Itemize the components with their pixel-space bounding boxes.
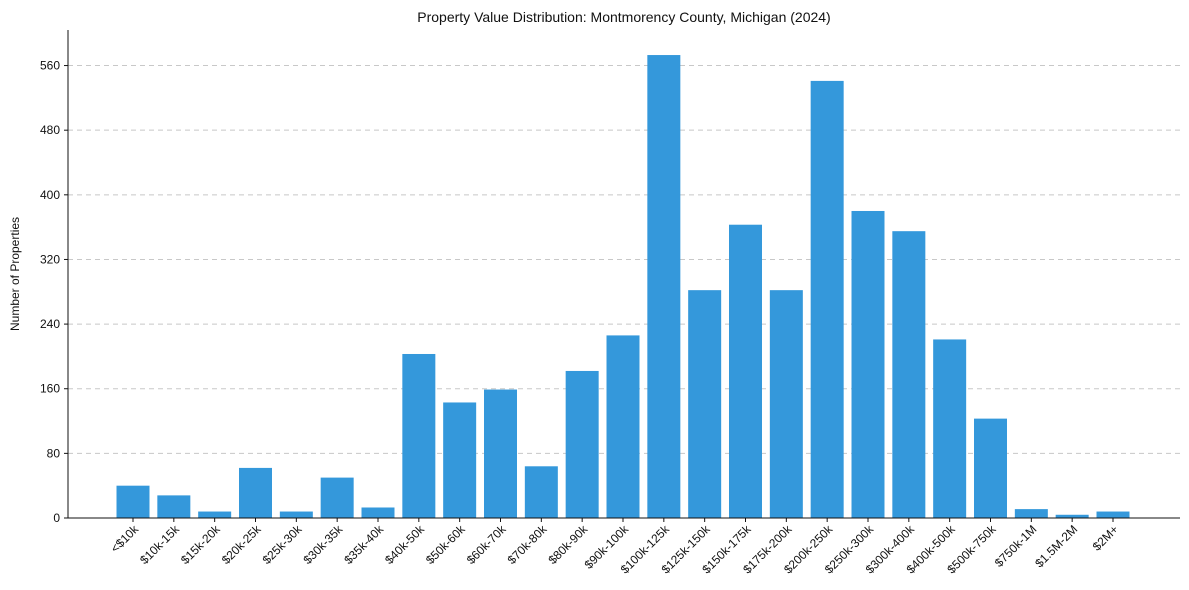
bar: [239, 467, 272, 518]
bar: [320, 477, 354, 518]
bar: [647, 55, 681, 518]
bar: [1014, 509, 1048, 518]
bar: [688, 290, 722, 518]
y-tick-label: 480: [40, 123, 60, 137]
bar: [443, 402, 477, 518]
y-tick-label: 240: [40, 317, 60, 331]
x-tick-label: $10k-15k: [137, 522, 183, 568]
x-ticks: <$10k$10k-15k$15k-20k$20k-25k$25k-30k$30…: [108, 518, 1121, 576]
bar: [279, 511, 313, 518]
bar: [402, 353, 436, 518]
x-tick-label: $750k-1M: [992, 522, 1040, 570]
bar: [974, 418, 1007, 518]
bars: [116, 55, 1130, 519]
bar: [484, 389, 517, 518]
bar: [565, 370, 599, 518]
bar: [198, 511, 232, 518]
x-tick-label: $70k-80k: [505, 522, 551, 568]
bar: [892, 231, 926, 518]
y-tick-label: 320: [40, 252, 60, 266]
bar: [361, 507, 395, 518]
bar: [729, 224, 762, 519]
x-tick-label: $30k-35k: [300, 522, 346, 568]
bar: [810, 80, 844, 518]
y-tick-label: 160: [40, 382, 60, 396]
y-tick-label: 400: [40, 188, 60, 202]
x-tick-label: $60k-70k: [464, 522, 510, 568]
x-tick-label: $25k-30k: [260, 522, 306, 568]
y-axis-label: Number of Properties: [8, 217, 22, 331]
x-tick-label: <$10k: [108, 522, 142, 556]
y-tick-label: 80: [47, 446, 61, 460]
bar: [1055, 514, 1089, 518]
x-tick-label: $2M+: [1090, 522, 1121, 553]
x-tick-label: $35k-40k: [341, 522, 387, 568]
x-tick-label: $1.5M-2M: [1032, 522, 1080, 570]
bar: [1096, 511, 1130, 518]
x-tick-label: $40k-50k: [382, 522, 428, 568]
bar: [933, 339, 967, 518]
bar: [524, 466, 558, 518]
x-tick-label: $20k-25k: [219, 522, 265, 568]
x-tick-label: $15k-20k: [178, 522, 224, 568]
bar: [851, 210, 885, 518]
bar: [606, 335, 640, 518]
x-tick-label: $50k-60k: [423, 522, 469, 568]
chart-title: Property Value Distribution: Montmorency…: [417, 9, 830, 25]
axes: [67, 30, 1180, 519]
y-tick-label: 560: [40, 59, 60, 73]
bar: [769, 290, 803, 518]
y-ticks: 0 80 160 240 320 400 480 560: [40, 59, 68, 525]
y-tick-label: 0: [53, 511, 60, 525]
bar: [116, 485, 150, 518]
bar: [157, 495, 191, 518]
